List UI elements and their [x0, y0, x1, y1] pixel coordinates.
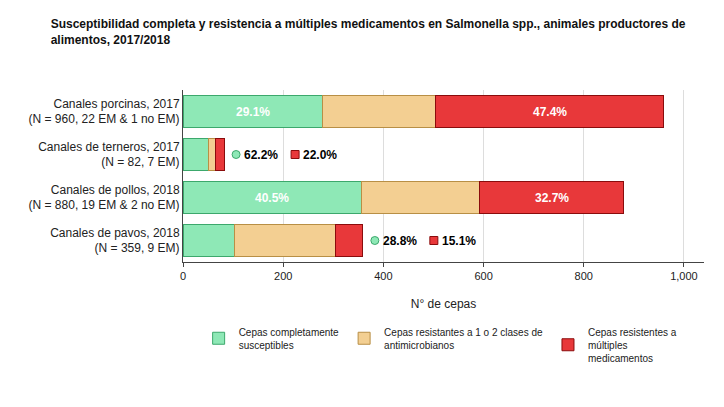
svg-text:15.1%: 15.1% — [442, 234, 476, 248]
svg-text:0: 0 — [180, 270, 186, 282]
svg-text:400: 400 — [374, 270, 392, 282]
svg-text:600: 600 — [474, 270, 492, 282]
svg-text:Canales de pollos, 2018(N = 88: Canales de pollos, 2018(N = 880, 19 EM &… — [29, 183, 180, 213]
svg-text:200: 200 — [274, 270, 292, 282]
svg-text:Canales porcinas, 2017(N = 960: Canales porcinas, 2017(N = 960, 22 EM & … — [29, 97, 180, 127]
svg-text:29.1%: 29.1% — [236, 105, 270, 119]
svg-text:Susceptibilidad completa y res: Susceptibilidad completa y resistencia a… — [51, 17, 686, 47]
svg-text:Cepas resistentes amúltiplesme: Cepas resistentes amúltiplesmedicamentos — [588, 327, 677, 364]
svg-text:22.0%: 22.0% — [303, 148, 337, 162]
svg-text:Cepas resistantes a 1 o 2 clas: Cepas resistantes a 1 o 2 clases deantim… — [384, 327, 543, 351]
svg-text:28.8%: 28.8% — [383, 234, 417, 248]
svg-text:N° de cepas: N° de cepas — [411, 297, 477, 311]
svg-text:800: 800 — [575, 270, 593, 282]
svg-text:Canales de pavos, 2018(N = 359: Canales de pavos, 2018(N = 359, 9 EM) — [50, 226, 180, 256]
svg-text:Canales de terneros, 2017(N =: Canales de terneros, 2017(N = 82, 7 EM) — [38, 140, 180, 170]
svg-text:40.5%: 40.5% — [255, 191, 289, 205]
svg-text:62.2%: 62.2% — [244, 148, 278, 162]
svg-text:32.7%: 32.7% — [535, 191, 569, 205]
svg-text:Cepas completamentesusceptible: Cepas completamentesusceptibles — [239, 327, 339, 351]
svg-text:1,000: 1,000 — [670, 270, 698, 282]
svg-text:47.4%: 47.4% — [533, 105, 567, 119]
